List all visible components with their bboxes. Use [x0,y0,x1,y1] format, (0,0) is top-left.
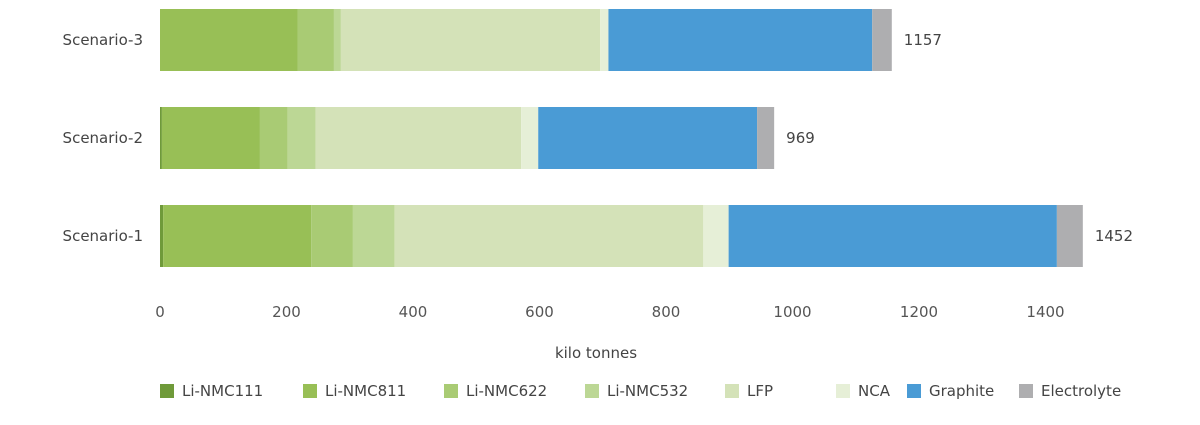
legend-label: Graphite [929,382,994,400]
legend-item-li-nmc622: Li-NMC622 [444,382,547,400]
bar-segment-lfp [341,9,600,71]
x-tick-label: 1400 [1026,303,1064,321]
bar-segment-electrolyte [1057,205,1083,267]
bar-segment-li-nmc811 [160,9,298,71]
legend-swatch [907,384,921,398]
legend-label: Li-NMC622 [466,382,547,400]
total-label: 1452 [1095,227,1133,245]
bar-segment-li-nmc532 [288,107,316,169]
x-tick-label: 200 [272,303,301,321]
bar-segment-lfp [316,107,522,169]
legend-swatch [836,384,850,398]
x-tick-label: 1200 [900,303,938,321]
legend-item-lfp: LFP [725,382,773,400]
total-label: 969 [786,129,815,147]
bar-segment-graphite [729,205,1057,267]
bar-segment-lfp [395,205,704,267]
bar-segment-nca [521,107,538,169]
bar-segment-li-nmc811 [162,107,260,169]
bar-segment-li-nmc811 [163,205,311,267]
bar-segment-li-nmc622 [311,205,353,267]
category-label: Scenario-3 [63,31,143,49]
legend-swatch [585,384,599,398]
bar-segment-li-nmc622 [298,9,334,71]
x-tick-label: 0 [155,303,165,321]
category-labels: Scenario-3 Scenario-2 Scenario-1 [63,31,143,245]
legend-item-li-nmc111: Li-NMC111 [160,382,263,400]
bar-segment-graphite [608,9,872,71]
category-label: Scenario-2 [63,129,143,147]
bar-segment-nca [600,9,608,71]
bar-segment-li-nmc111 [160,107,162,169]
legend-label: NCA [858,382,891,400]
bar-segment-li-nmc622 [260,107,288,169]
legend-item-li-nmc532: Li-NMC532 [585,382,688,400]
x-tick-label: 600 [525,303,554,321]
x-axis-title: kilo tonnes [555,344,637,362]
x-tick-label: 400 [399,303,428,321]
bar-segment-electrolyte [757,107,774,169]
legend-label: Electrolyte [1041,382,1121,400]
stacked-bar-chart: Scenario-3 Scenario-2 Scenario-1 1157 969 14… [0,0,1200,425]
bar-segment-nca [703,205,728,267]
legend-label: Li-NMC111 [182,382,263,400]
legend-item-li-nmc811: Li-NMC811 [303,382,406,400]
bars-layer [160,9,1083,267]
legend: Li-NMC111 Li-NMC811 Li-NMC622 Li-NMC532 LFP N… [160,382,1121,400]
bar-segment-li-nmc111 [160,205,163,267]
category-label: Scenario-1 [63,227,143,245]
legend-swatch [1019,384,1033,398]
legend-item-nca: NCA [836,382,891,400]
x-tick-label: 1000 [773,303,811,321]
bar-segment-li-nmc532 [353,205,395,267]
total-label: 1157 [904,31,942,49]
legend-item-electrolyte: Electrolyte [1019,382,1121,400]
legend-label: Li-NMC811 [325,382,406,400]
x-axis-ticks: 0 200 400 600 800 1000 1200 1400 [155,303,1064,321]
legend-swatch [444,384,458,398]
legend-item-graphite: Graphite [907,382,994,400]
legend-swatch [160,384,174,398]
legend-swatch [725,384,739,398]
legend-label: LFP [747,382,773,400]
legend-label: Li-NMC532 [607,382,688,400]
legend-swatch [303,384,317,398]
bar-segment-graphite [538,107,757,169]
bar-segment-li-nmc532 [334,9,341,71]
bar-segment-electrolyte [872,9,892,71]
x-tick-label: 800 [652,303,681,321]
